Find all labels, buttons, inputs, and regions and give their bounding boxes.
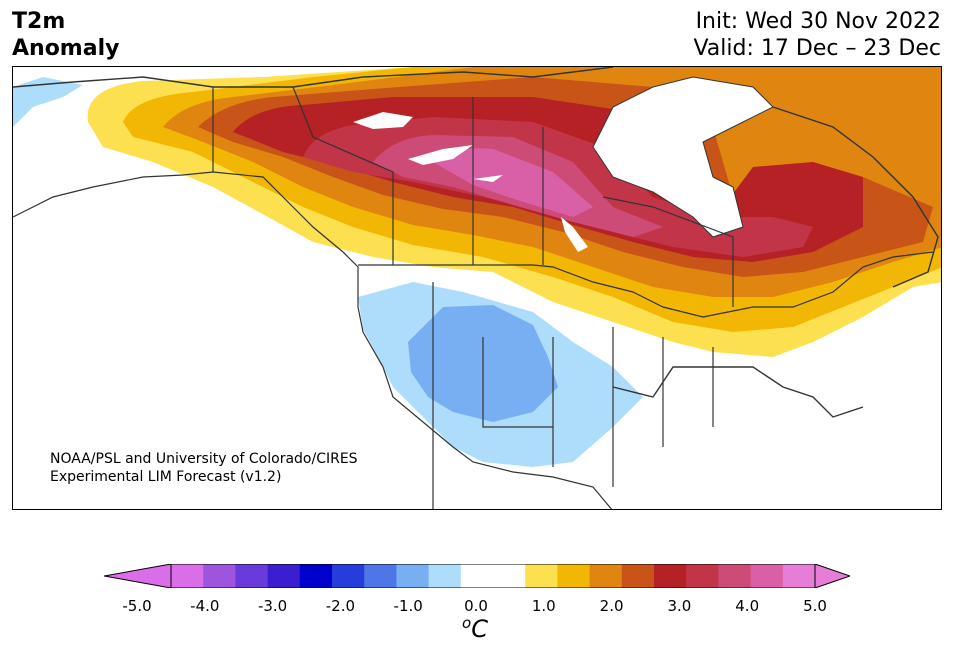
map-title: T2m Anomaly: [12, 8, 119, 62]
colorbar-cell: [171, 564, 204, 588]
colorbar-cell: [589, 564, 623, 588]
colorbar-cells: [171, 564, 816, 588]
colorbar-cell: [493, 564, 526, 588]
colorbar-tick-label: 1.0: [531, 597, 556, 615]
forecast-dates: Init: Wed 30 Nov 2022 Valid: 17 Dec – 23…: [693, 8, 941, 62]
colorbar-extend-high: [815, 564, 850, 588]
data-credit: NOAA/PSL and University of Colorado/CIRE…: [50, 450, 358, 486]
lake-2: [408, 145, 473, 165]
colorbar-cell: [364, 564, 397, 588]
colorbar-tick-label: -5.0: [122, 597, 152, 615]
credit-line-1: NOAA/PSL and University of Colorado/CIRE…: [50, 451, 358, 467]
lake-4: [561, 217, 588, 252]
unit-degree: o: [462, 614, 472, 632]
colorbar-cell: [718, 564, 752, 588]
colorbar-unit: oC: [462, 614, 488, 643]
valid-date: Valid: 17 Dec – 23 Dec: [693, 36, 941, 61]
title-line-2: Anomaly: [12, 36, 120, 61]
colorbar-cell: [428, 564, 462, 588]
colorbar-tick-label: 5.0: [803, 597, 827, 615]
colorbar-tick-label: -4.0: [190, 597, 220, 615]
colorbar-cell: [525, 564, 558, 588]
coastlines: [13, 67, 939, 418]
colorbar-cell: [621, 564, 655, 588]
colorbar-cell: [782, 564, 816, 588]
anomaly-map: NOAA/PSL and University of Colorado/CIRE…: [12, 66, 942, 510]
colorbar-tick-label: 2.0: [599, 597, 624, 615]
colorbar-tick-label: -2.0: [325, 597, 356, 615]
colorbar-cell: [654, 564, 687, 588]
unit-celsius: C: [471, 615, 488, 643]
colorbar-cell: [396, 564, 430, 588]
colorbar-cell: [235, 564, 269, 588]
anomaly-minus-alaska: [13, 77, 83, 127]
colorbar-cell: [267, 564, 301, 588]
colorbar-tick-label: 3.0: [667, 597, 692, 615]
colorbar-cell: [299, 564, 333, 588]
colorbar-tick-label: -3.0: [257, 597, 288, 615]
colorbar-cell: [203, 564, 236, 588]
title-line-1: T2m: [12, 9, 66, 34]
colorbar-tick-label: -1.0: [393, 597, 423, 615]
colorbar-cell: [460, 564, 494, 588]
map-canvas: [13, 67, 941, 509]
colorbar-tick-label: 4.0: [735, 597, 760, 615]
lake-3: [473, 175, 503, 182]
colorbar-tick-label: 0.0: [464, 597, 488, 615]
colorbar-cell: [557, 564, 591, 588]
colorbar-cell: [686, 564, 719, 588]
init-date: Init: Wed 30 Nov 2022: [695, 9, 941, 34]
colorbar-high-outline: [814, 564, 850, 588]
credit-line-2: Experimental LIM Forecast (v1.2): [50, 469, 282, 485]
colorbar-low-outline: [104, 564, 172, 588]
borders: [13, 86, 934, 509]
colorbar-extend-low: [104, 564, 171, 588]
hudson-bay: [592, 76, 774, 238]
colorbar-cell: [750, 564, 784, 588]
lake-1: [353, 112, 413, 129]
colorbar: [104, 564, 850, 588]
colorbar-cell: [332, 564, 365, 588]
